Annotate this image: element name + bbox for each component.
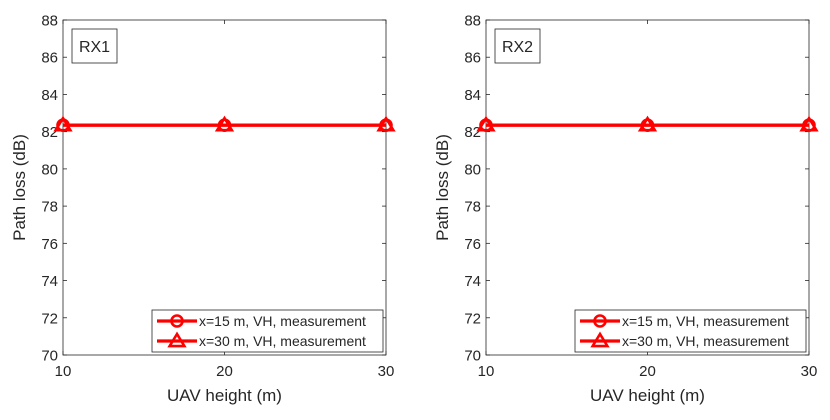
y-tick-label: 80 — [41, 161, 58, 178]
y-tick-label: 74 — [464, 273, 481, 290]
panel-label-box — [494, 28, 541, 64]
x-tick-label: 20 — [216, 363, 233, 380]
y-tick-label: 82 — [41, 124, 58, 141]
y-tick-label: 88 — [41, 13, 58, 30]
data-point — [214, 115, 235, 132]
legend-marker — [593, 314, 607, 328]
x-axis-label: UAV height (m) — [167, 386, 282, 405]
y-tick-label: 88 — [464, 13, 481, 30]
data-point — [476, 115, 496, 132]
y-axis-label: Path loss (dB) — [433, 134, 452, 241]
legend-box — [151, 309, 384, 353]
y-tick-label: 72 — [41, 310, 58, 327]
y-axis-label: Path loss (dB) — [10, 134, 29, 241]
y-tick-label: 70 — [41, 348, 58, 365]
y-tick-label: 76 — [464, 236, 481, 253]
legend-box — [574, 309, 807, 353]
y-tick-label: 86 — [464, 50, 481, 67]
x-tick-label: 30 — [378, 363, 395, 380]
y-tick-label: 84 — [41, 87, 58, 104]
y-tick-label: 80 — [464, 161, 481, 178]
y-tick-label: 78 — [41, 199, 58, 216]
y-tick-label: 72 — [464, 310, 481, 327]
plot-area — [485, 19, 810, 356]
panel-label-box — [71, 28, 118, 64]
data-point — [799, 115, 819, 132]
y-tick-label: 84 — [464, 87, 481, 104]
legend-label: x=15 m, VH, measurement — [199, 313, 366, 329]
x-tick-label: 10 — [55, 363, 72, 380]
y-tick-label: 76 — [41, 236, 58, 253]
legend-marker — [167, 331, 187, 348]
panel-label: RX1 — [79, 39, 110, 56]
legend-label: x=30 m, VH, measurement — [622, 333, 789, 349]
plot-area — [62, 19, 387, 356]
data-point — [376, 115, 396, 132]
legend-label: x=15 m, VH, measurement — [622, 313, 789, 329]
x-tick-label: 20 — [639, 363, 656, 380]
x-tick-label: 10 — [478, 363, 495, 380]
legend-marker — [170, 314, 184, 328]
legend-marker — [590, 331, 610, 348]
y-tick-label: 86 — [41, 50, 58, 67]
x-tick-label: 30 — [801, 363, 818, 380]
data-point — [53, 115, 73, 132]
data-point — [637, 115, 658, 132]
y-tick-label: 82 — [464, 124, 481, 141]
legend-label: x=30 m, VH, measurement — [199, 333, 366, 349]
y-tick-label: 70 — [464, 348, 481, 365]
y-tick-label: 74 — [41, 273, 58, 290]
chart-panel-2: 70 72 74 76 78 80 82 84 86 88 10 20 30 UAV height (m)… — [433, 13, 819, 405]
panel-label: RX2 — [502, 39, 533, 56]
chart-panel-1: 70 72 74 76 78 80 82 84 86 88 10 20 30 UAV height (m)… — [10, 13, 396, 405]
y-tick-label: 78 — [464, 199, 481, 216]
x-axis-label: UAV height (m) — [590, 386, 705, 405]
